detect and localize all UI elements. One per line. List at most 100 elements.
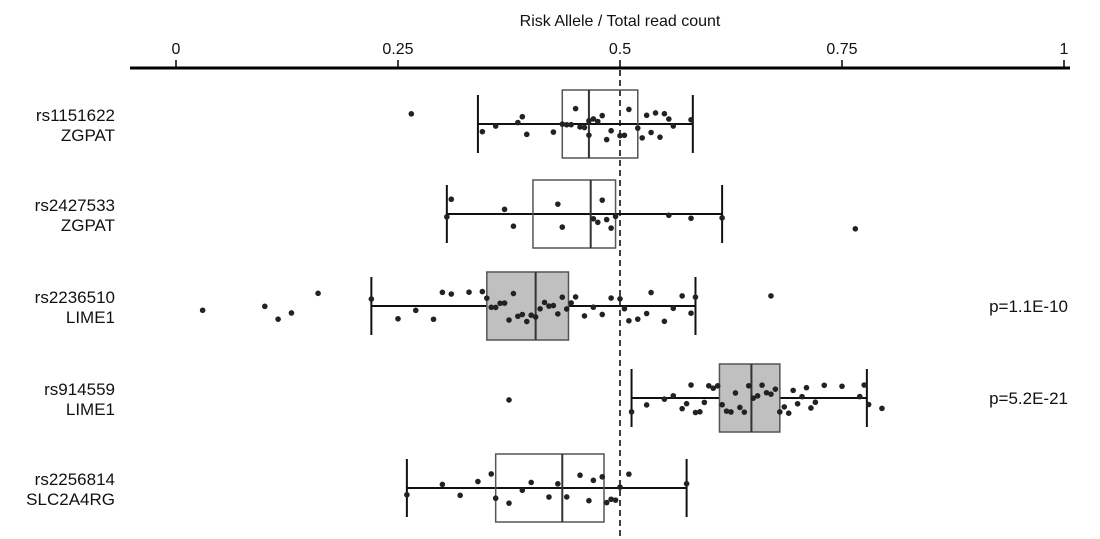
data-point bbox=[368, 296, 375, 302]
data-point bbox=[608, 496, 614, 503]
data-point bbox=[599, 197, 606, 203]
data-point bbox=[861, 382, 867, 388]
data-point bbox=[595, 118, 601, 125]
data-point bbox=[599, 311, 606, 318]
data-point bbox=[492, 495, 499, 502]
x-axis-label: Risk Allele / Total read count bbox=[520, 13, 721, 30]
data-point bbox=[479, 128, 486, 135]
data-point bbox=[839, 383, 845, 390]
data-point bbox=[648, 129, 654, 136]
data-point bbox=[555, 311, 561, 317]
data-point bbox=[492, 304, 499, 311]
data-point bbox=[563, 494, 570, 500]
data-point bbox=[395, 315, 401, 322]
data-point bbox=[501, 206, 508, 213]
data-point bbox=[772, 386, 779, 392]
data-point bbox=[510, 290, 517, 297]
data-point bbox=[519, 113, 526, 120]
data-point bbox=[581, 313, 588, 319]
data-point bbox=[670, 123, 677, 129]
data-point bbox=[688, 310, 694, 316]
data-point bbox=[523, 318, 530, 325]
data-point bbox=[466, 289, 472, 296]
x-tick-label: 0 bbox=[172, 41, 181, 58]
data-point bbox=[719, 401, 725, 408]
data-point bbox=[697, 409, 703, 415]
data-point bbox=[777, 409, 783, 415]
data-point bbox=[590, 215, 597, 222]
data-point bbox=[515, 119, 521, 126]
data-point bbox=[568, 300, 574, 306]
data-point bbox=[670, 305, 677, 312]
data-point bbox=[666, 212, 672, 219]
data-point bbox=[617, 132, 623, 139]
data-point bbox=[683, 480, 690, 487]
data-point bbox=[710, 385, 717, 391]
data-point bbox=[679, 293, 685, 299]
data-point bbox=[519, 487, 526, 494]
snp-label: rs914559 bbox=[44, 380, 115, 399]
data-point bbox=[430, 316, 437, 323]
gene-label: LIME1 bbox=[66, 400, 115, 419]
data-point bbox=[599, 112, 606, 119]
p-value-label: p=5.2E-21 bbox=[989, 389, 1068, 408]
data-point bbox=[555, 481, 561, 487]
data-point bbox=[634, 316, 641, 322]
data-point bbox=[532, 314, 539, 320]
iqr-box bbox=[718, 363, 781, 433]
data-point bbox=[568, 121, 574, 128]
data-point bbox=[628, 409, 635, 415]
data-point bbox=[572, 105, 579, 112]
data-point bbox=[288, 310, 295, 316]
plot-rows: rs1151622ZGPATrs2427533ZGPATrs2236510LIM… bbox=[26, 89, 1068, 523]
data-point bbox=[506, 397, 512, 403]
data-point bbox=[448, 291, 455, 297]
gene-label: SLC2A4RG bbox=[26, 490, 115, 509]
data-point bbox=[550, 302, 557, 309]
data-point bbox=[643, 112, 650, 119]
data-point bbox=[652, 110, 659, 116]
data-point bbox=[577, 124, 583, 130]
data-point bbox=[603, 136, 610, 143]
x-tick-label: 0.75 bbox=[826, 41, 857, 58]
data-point bbox=[448, 196, 455, 203]
data-point bbox=[528, 479, 534, 486]
data-point bbox=[781, 404, 788, 410]
data-point bbox=[595, 219, 601, 226]
data-point bbox=[528, 312, 534, 318]
data-point bbox=[723, 408, 730, 414]
data-point bbox=[608, 295, 614, 301]
data-point bbox=[506, 317, 512, 323]
data-point bbox=[586, 132, 592, 138]
data-point bbox=[590, 116, 597, 122]
data-point bbox=[412, 307, 419, 314]
data-point bbox=[541, 299, 548, 306]
data-point bbox=[563, 121, 570, 128]
data-point bbox=[510, 223, 517, 229]
data-point bbox=[603, 499, 610, 506]
data-point bbox=[688, 116, 694, 123]
data-point bbox=[519, 311, 526, 318]
data-point bbox=[559, 224, 566, 230]
data-point bbox=[590, 477, 597, 484]
data-point bbox=[657, 134, 663, 140]
data-point bbox=[706, 382, 712, 389]
data-point bbox=[581, 124, 588, 131]
data-point bbox=[439, 289, 446, 296]
x-axis: 0 0.25 0.5 0.75 1 bbox=[130, 41, 1070, 539]
data-point bbox=[444, 214, 450, 220]
data-point bbox=[497, 300, 503, 307]
gene-label: ZGPAT bbox=[61, 126, 115, 145]
data-point bbox=[670, 392, 677, 399]
data-point bbox=[683, 400, 690, 407]
data-point bbox=[404, 491, 410, 498]
data-point bbox=[537, 306, 543, 312]
data-point bbox=[484, 295, 490, 301]
data-point bbox=[790, 387, 796, 394]
data-point bbox=[648, 289, 654, 296]
data-point bbox=[741, 409, 748, 415]
data-point bbox=[488, 471, 495, 477]
data-point bbox=[799, 393, 805, 400]
